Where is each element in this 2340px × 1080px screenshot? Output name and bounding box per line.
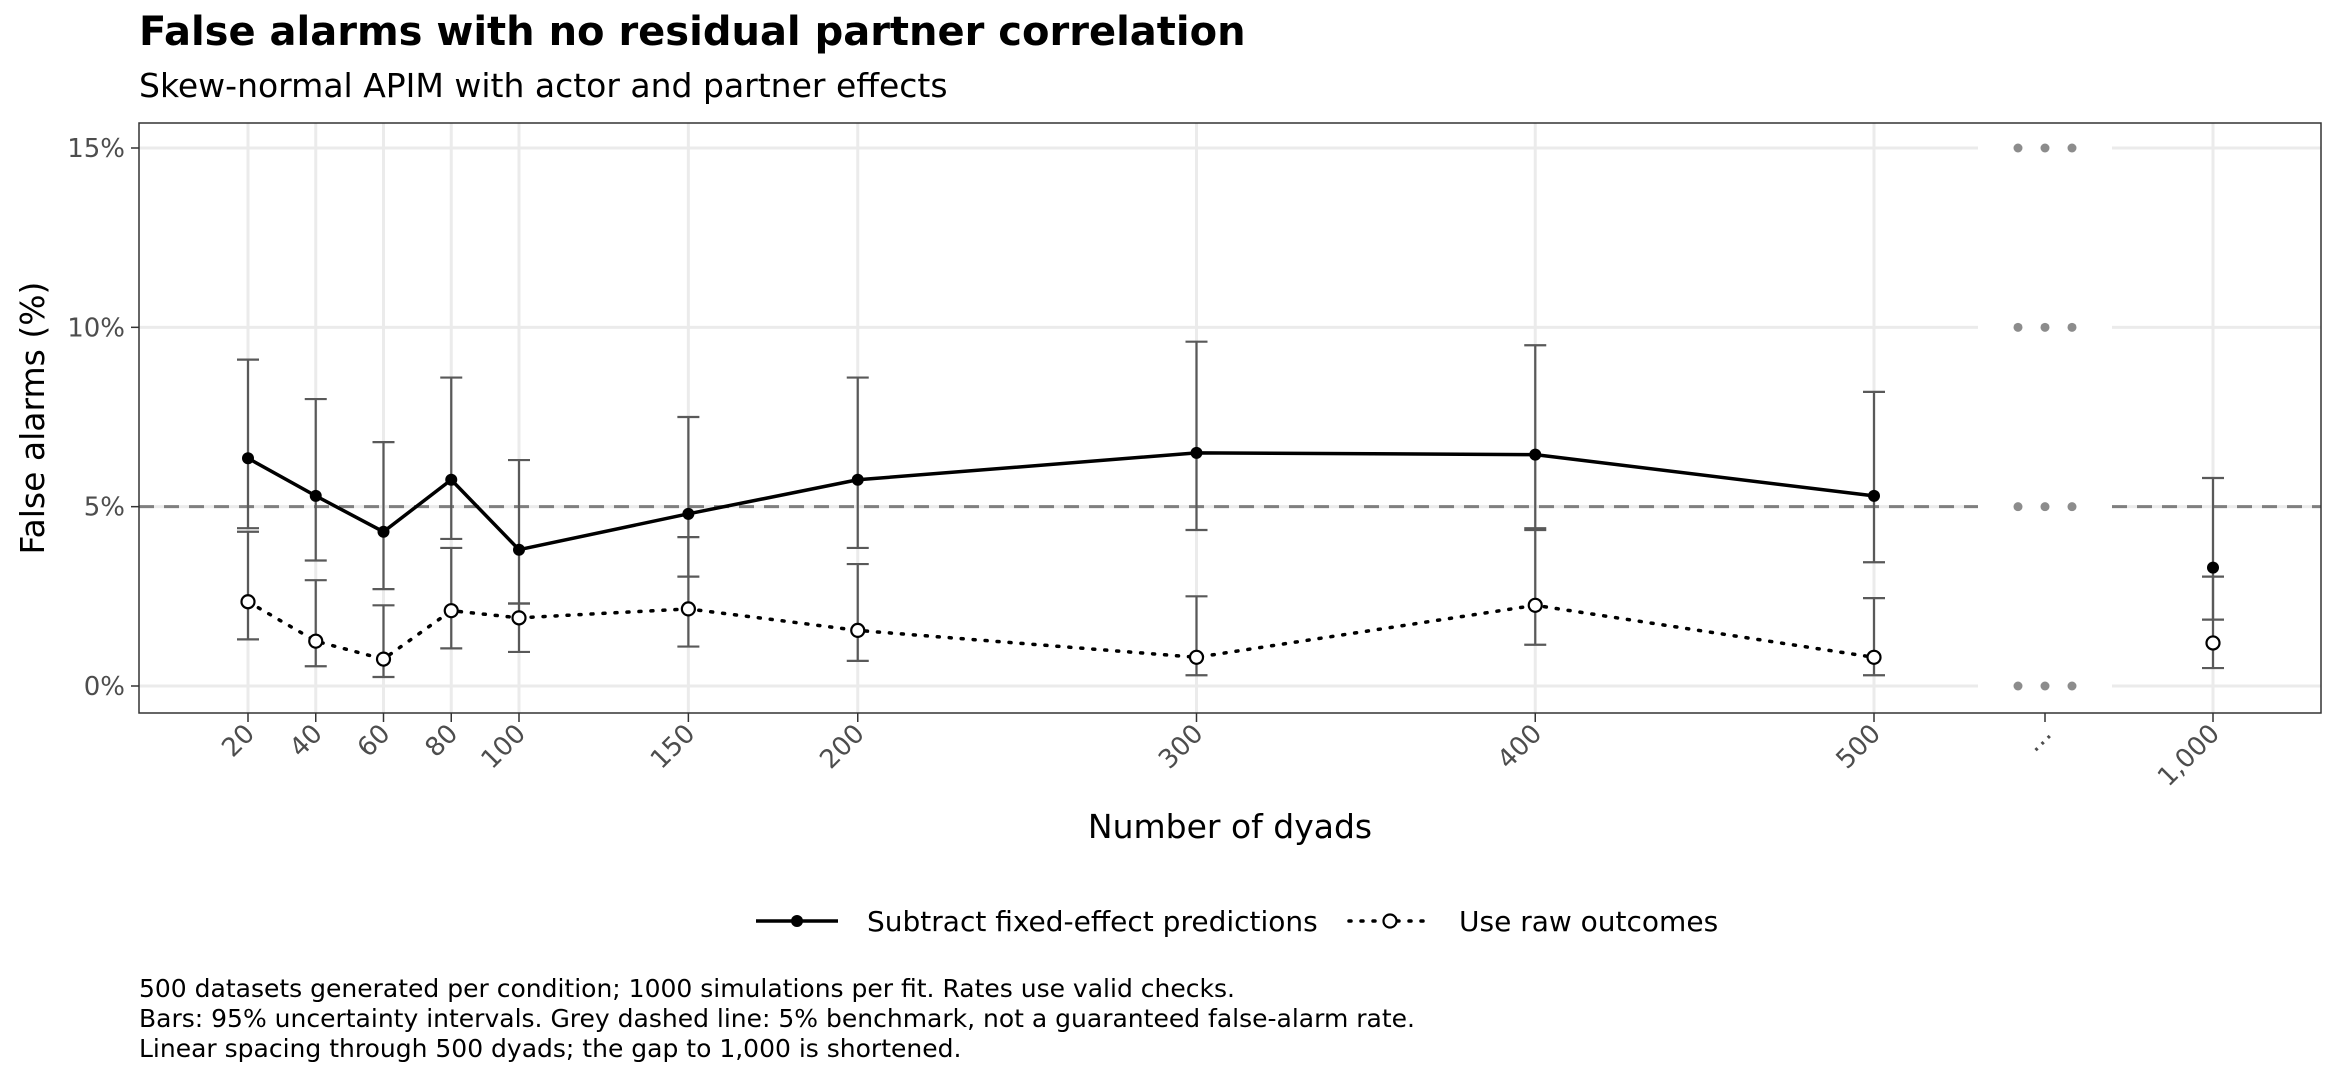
chart-title: False alarms with no residual partner co… [139, 9, 1246, 55]
y-axis-title: False alarms (%) [13, 282, 52, 555]
legend-key-point-subtract [791, 915, 803, 927]
data-point-subtract [2207, 561, 2219, 574]
x-axis-title: Number of dyads [1088, 807, 1372, 846]
panel-border [138, 122, 2322, 714]
series-line-raw [246, 599, 1876, 661]
caption-line: Bars: 95% uncertainty intervals. Grey da… [139, 1004, 1415, 1033]
caption-line: 500 datasets generated per condition; 10… [139, 974, 1235, 1003]
data-point-subtract [682, 507, 695, 520]
axis-break-dot [2013, 681, 2023, 691]
data-point-raw [511, 610, 527, 626]
data-point-raw [443, 603, 459, 619]
data-point-raw [2205, 635, 2221, 651]
axis-break-dot [2013, 502, 2023, 512]
axis-break-dot [2067, 143, 2077, 153]
data-point-raw [308, 633, 324, 649]
series-line-subtract [247, 451, 1875, 552]
data-point-subtract [242, 452, 254, 465]
axis-break-dot [2040, 143, 2050, 153]
y-tick-label: 10% [67, 313, 125, 343]
axis-break-dot [2013, 322, 2023, 332]
axis-break-dot [2040, 322, 2050, 332]
data-point-raw [1866, 649, 1882, 665]
axis-break-dot [2013, 143, 2023, 153]
axis-break-dot [2067, 322, 2077, 332]
axis-break-dot [2067, 681, 2077, 691]
data-point-subtract [1868, 489, 1880, 502]
data-point-raw [240, 594, 256, 610]
data-point-subtract [851, 473, 864, 486]
legend: Subtract fixed-effect predictions Use raw… [756, 905, 1718, 938]
y-tick-label: 15% [67, 134, 125, 164]
data-point-raw [850, 622, 866, 639]
data-point-raw [1188, 649, 1205, 665]
data-point-subtract [309, 489, 322, 502]
data-point-subtract [445, 473, 458, 486]
legend-key-point-raw [1382, 913, 1398, 929]
y-tick-label: 0% [84, 672, 125, 702]
data-point-raw [680, 601, 696, 617]
axis-break-dot [2040, 681, 2050, 691]
data-point-subtract [1529, 448, 1542, 461]
data-point-subtract [1190, 446, 1203, 459]
benchmark-layer [139, 143, 2321, 691]
axis-break-dot [2067, 502, 2077, 512]
chart-subtitle: Skew-normal APIM with actor and partner … [139, 66, 948, 105]
y-tick-label: 5% [84, 493, 125, 523]
caption-line: Linear spacing through 500 dyads; the ga… [139, 1034, 961, 1063]
data-point-raw [375, 651, 392, 667]
data-layer [237, 340, 2224, 679]
legend-label-raw: Use raw outcomes [1459, 905, 1718, 938]
caption: 500 datasets generated per condition; 10… [139, 974, 1415, 1063]
data-point-subtract [513, 543, 525, 556]
data-point-subtract [377, 525, 390, 538]
legend-label-subtract: Subtract fixed-effect predictions [867, 905, 1318, 938]
axis-break-dot [2040, 502, 2050, 512]
data-point-raw [1527, 597, 1543, 613]
